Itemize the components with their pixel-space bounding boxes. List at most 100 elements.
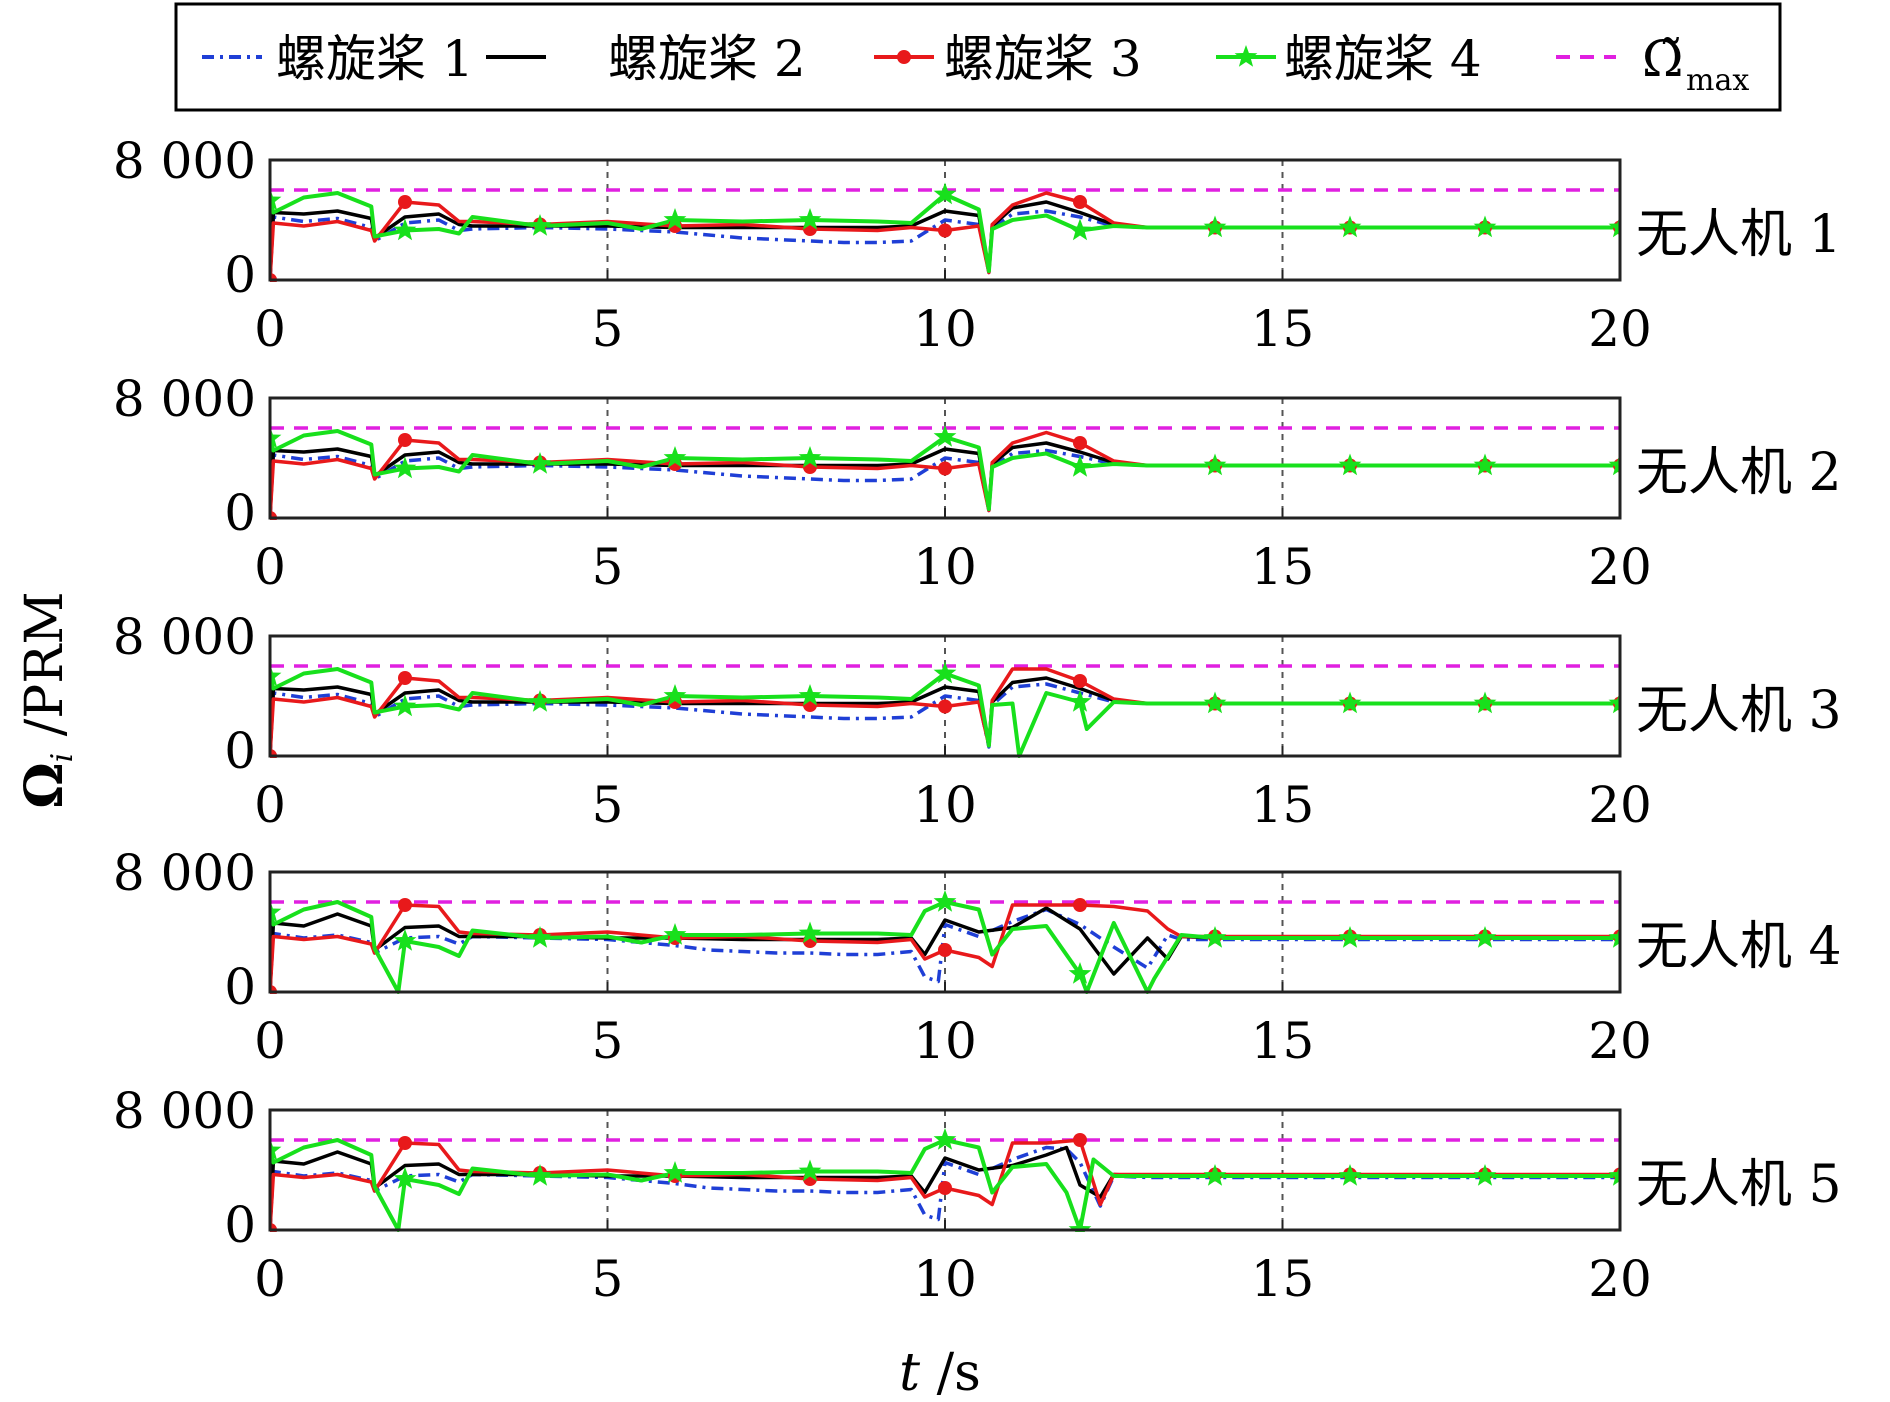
x-tick-label: 20	[1588, 538, 1652, 596]
series-4-marker	[663, 923, 687, 945]
legend-label-5-subscript: max	[1686, 63, 1749, 98]
panel-label: 无人机 3	[1636, 681, 1842, 741]
x-tick-label: 10	[913, 538, 977, 596]
panel-label: 无人机 2	[1636, 443, 1842, 503]
series-3-marker	[1073, 436, 1087, 450]
series-4-marker	[1608, 1164, 1620, 1186]
series-3-marker	[398, 433, 412, 447]
y-tick-label: 8 000	[113, 844, 256, 902]
series-group	[270, 1128, 1620, 1232]
series-4-marker	[798, 208, 822, 230]
series-3-marker	[1073, 674, 1087, 688]
series-4-marker	[798, 446, 822, 468]
series-3-marker	[1073, 898, 1087, 912]
series-4-marker	[270, 664, 282, 687]
series-4-marker	[528, 214, 552, 236]
y-tick-label: 0	[224, 246, 256, 304]
x-tick-label: 0	[254, 300, 286, 358]
legend-frame	[174, 2, 1782, 112]
x-tick-label: 0	[254, 1012, 286, 1070]
legend-marker-4	[1234, 45, 1258, 67]
series-3-marker	[938, 1181, 952, 1195]
x-axis-unit: /s	[937, 1343, 981, 1402]
series-4-marker	[663, 446, 687, 468]
panel-4: 0 5 10 15 20 0 8 000 无人机 4	[113, 844, 1842, 1070]
series-4-line	[270, 429, 1620, 511]
y-axis-subscript: i	[45, 753, 80, 763]
panel-5: 0 5 10 15 20 0 8 000 无人机 5	[113, 1082, 1842, 1308]
series-4-marker	[393, 218, 417, 241]
series-4-marker	[798, 684, 822, 706]
x-tick-label: 15	[1251, 538, 1315, 596]
series-4-marker	[933, 890, 957, 912]
series-4-marker	[393, 1167, 417, 1189]
series-4-marker	[270, 188, 282, 211]
legend-marker-3	[897, 50, 911, 64]
series-4-marker	[933, 661, 957, 684]
y-axis-label: Ωi /PRM	[14, 591, 80, 808]
series-3-marker	[938, 699, 952, 714]
series-4-marker	[393, 929, 417, 951]
x-tick-label: 10	[913, 1250, 977, 1308]
series-4-marker	[663, 684, 687, 706]
series-4-marker	[1473, 926, 1497, 948]
series-4-marker	[933, 182, 957, 205]
panel-label: 无人机 4	[1636, 917, 1842, 977]
x-tick-label: 20	[1588, 776, 1652, 834]
series-4-marker	[1608, 926, 1620, 948]
x-tick-label: 15	[1251, 1250, 1315, 1308]
series-4-marker	[1203, 215, 1227, 238]
series-3-marker	[398, 898, 412, 912]
x-tick-label: 20	[1588, 300, 1652, 358]
y-tick-label: 0	[224, 958, 256, 1016]
series-1-line	[270, 907, 1620, 993]
x-axis-label: t /s	[899, 1343, 981, 1402]
series-4-marker	[1068, 455, 1092, 477]
x-tick-label: 20	[1588, 1012, 1652, 1070]
series-group	[270, 182, 1620, 282]
series-4-marker	[1203, 453, 1227, 476]
x-tick-label: 0	[254, 1250, 286, 1308]
series-4-marker	[933, 1128, 957, 1150]
series-4-marker	[270, 900, 282, 923]
series-3-marker	[938, 461, 952, 476]
series-4-marker	[1338, 1164, 1362, 1186]
svg-text:Ωi /PRM: Ωi /PRM	[14, 591, 80, 808]
legend: 螺旋桨 1 螺旋桨 2 螺旋桨 3 螺旋桨 4 Ω̃ max	[174, 2, 1782, 112]
x-tick-label: 15	[1251, 1012, 1315, 1070]
series-4-marker	[528, 926, 552, 948]
series-4-marker	[1608, 453, 1620, 476]
series-4-marker	[1338, 691, 1362, 714]
series-4-line	[270, 191, 1620, 273]
series-4-marker	[663, 1161, 687, 1183]
x-tick-label: 10	[913, 1012, 977, 1070]
series-4-marker	[798, 921, 822, 944]
panel-1: 0 5 10 15 20 0 8 000 无人机 1	[113, 132, 1842, 358]
series-4-marker	[1068, 218, 1092, 241]
panel-3: 0 5 10 15 20 0 8 000 无人机 3	[113, 608, 1842, 834]
series-4-marker	[1608, 215, 1620, 238]
series-4-marker	[1068, 962, 1092, 984]
series-3-marker	[1073, 1133, 1087, 1147]
series-4-marker	[1338, 215, 1362, 238]
y-tick-label: 8 000	[113, 608, 256, 666]
x-tick-label: 10	[913, 776, 977, 834]
series-4-marker	[1473, 691, 1497, 714]
series-4-marker	[1338, 453, 1362, 476]
series-4-marker	[270, 426, 282, 449]
series-4-marker	[1203, 926, 1227, 948]
series-4-marker	[1068, 690, 1092, 712]
series-4-marker	[393, 694, 417, 717]
x-tick-label: 15	[1251, 776, 1315, 834]
panel-2: 0 5 10 15 20 0 8 000 无人机 2	[113, 370, 1842, 596]
legend-label-4: 螺旋桨 4	[1284, 30, 1482, 88]
y-tick-label: 8 000	[113, 370, 256, 428]
series-4-marker	[528, 452, 552, 474]
x-tick-label: 15	[1251, 300, 1315, 358]
y-tick-label: 0	[224, 484, 256, 542]
series-4-marker	[1473, 1164, 1497, 1186]
series-3-marker	[1073, 195, 1087, 209]
series-4-marker	[1203, 1164, 1227, 1186]
series-4-marker	[1473, 215, 1497, 238]
